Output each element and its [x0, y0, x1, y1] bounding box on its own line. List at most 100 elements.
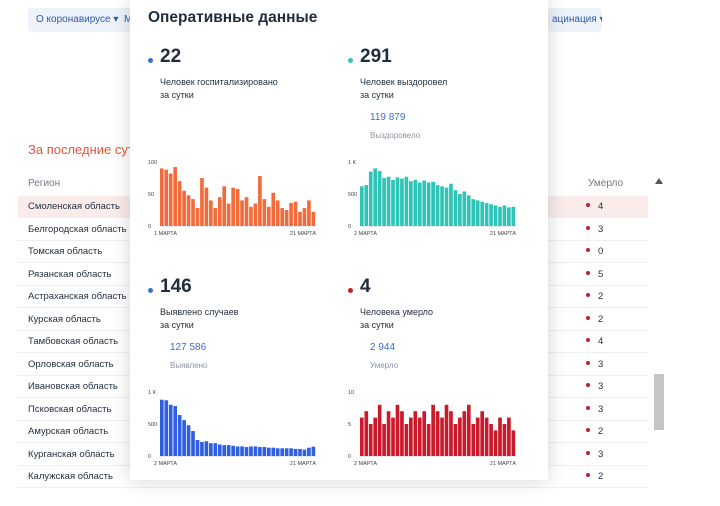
chart-bar[interactable] — [440, 186, 444, 226]
chart-bar[interactable] — [226, 445, 231, 456]
chart-bar[interactable] — [426, 182, 431, 226]
chart-bar[interactable] — [400, 411, 404, 456]
chart-bar[interactable] — [462, 411, 467, 456]
chart-bar[interactable] — [502, 424, 507, 456]
chart-bar[interactable] — [186, 425, 191, 456]
chart-bar[interactable] — [382, 178, 386, 226]
chart-bar[interactable] — [173, 406, 178, 456]
chart-bar[interactable] — [391, 179, 395, 226]
chart-bar[interactable] — [173, 167, 178, 226]
chart-bar[interactable] — [458, 417, 462, 456]
chart-bar[interactable] — [217, 444, 222, 456]
chart-bar[interactable] — [498, 206, 502, 226]
chart-bar[interactable] — [409, 417, 413, 456]
chart-bar[interactable] — [444, 187, 449, 226]
chart-bar[interactable] — [298, 211, 302, 226]
chart-bar[interactable] — [284, 210, 289, 226]
chart-bar[interactable] — [293, 201, 298, 226]
chart-bar[interactable] — [182, 420, 186, 456]
chart-bar[interactable] — [160, 168, 164, 226]
chart-bar[interactable] — [449, 411, 453, 456]
chart-bar[interactable] — [311, 211, 316, 226]
chart-bar[interactable] — [471, 424, 476, 456]
chart-bar[interactable] — [484, 202, 489, 226]
chart-bar[interactable] — [364, 185, 369, 226]
chart-bar[interactable] — [426, 424, 431, 456]
chart-bar[interactable] — [507, 417, 511, 456]
chart-bar[interactable] — [200, 178, 204, 226]
chart-bar[interactable] — [235, 446, 240, 456]
chart-bar[interactable] — [404, 424, 409, 456]
chart-bar[interactable] — [449, 183, 453, 226]
chart-bar[interactable] — [307, 200, 311, 226]
chart-bar[interactable] — [368, 424, 373, 456]
chart-bar[interactable] — [168, 173, 173, 226]
chart-bar[interactable] — [413, 411, 418, 456]
chart-bar[interactable] — [511, 206, 516, 226]
chart-bar[interactable] — [275, 200, 280, 226]
chart-bar[interactable] — [440, 417, 444, 456]
chart-bar[interactable] — [222, 186, 227, 226]
chart-bar[interactable] — [289, 202, 293, 226]
chart-bar[interactable] — [373, 168, 378, 226]
scroll-up-icon[interactable] — [655, 178, 663, 184]
chart-bar[interactable] — [262, 447, 267, 456]
chart-bar[interactable] — [489, 204, 493, 226]
chart-bar[interactable] — [431, 181, 435, 226]
chart-bar[interactable] — [453, 190, 458, 226]
chart-bar[interactable] — [191, 431, 195, 456]
chart-bar[interactable] — [177, 415, 182, 456]
chart-bar[interactable] — [182, 190, 186, 226]
chart-bar[interactable] — [195, 440, 200, 456]
chart-bar[interactable] — [284, 448, 289, 456]
chart-bar[interactable] — [262, 199, 267, 226]
chart-bar[interactable] — [235, 188, 240, 226]
chart-bar[interactable] — [493, 205, 498, 226]
chart-bar[interactable] — [377, 170, 382, 226]
chart-bar[interactable] — [404, 176, 409, 226]
chart-bar[interactable] — [364, 411, 369, 456]
chart-bar[interactable] — [409, 181, 413, 226]
chart-bar[interactable] — [480, 411, 484, 456]
chart-bar[interactable] — [466, 195, 471, 226]
chart-bar[interactable] — [271, 447, 276, 456]
chart-bar[interactable] — [471, 199, 476, 226]
chart-bar[interactable] — [422, 180, 427, 226]
chart-bar[interactable] — [507, 207, 511, 226]
chart-bar[interactable] — [164, 400, 169, 456]
chart-bar[interactable] — [413, 179, 418, 226]
chart-bar[interactable] — [217, 197, 222, 226]
chart-bar[interactable] — [511, 430, 516, 456]
chart-bar[interactable] — [480, 201, 484, 226]
chart-bar[interactable] — [311, 446, 316, 456]
chart-bar[interactable] — [444, 404, 449, 456]
scrollbar[interactable] — [654, 178, 664, 478]
chart-bar[interactable] — [195, 208, 200, 226]
chart-bar[interactable] — [435, 411, 440, 456]
chart-bar[interactable] — [298, 448, 302, 456]
chart-bar[interactable] — [462, 191, 467, 226]
chart-bar[interactable] — [177, 181, 182, 226]
chart-bar[interactable] — [395, 177, 400, 226]
chart-bar[interactable] — [373, 417, 378, 456]
chart-bar[interactable] — [484, 417, 489, 456]
chart-bar[interactable] — [226, 203, 231, 226]
chart-bar[interactable] — [289, 448, 293, 456]
chart-bar[interactable] — [258, 176, 262, 226]
chart-bar[interactable] — [231, 445, 235, 456]
chart-bar[interactable] — [377, 404, 382, 456]
chart-bar[interactable] — [475, 417, 480, 456]
col-header-region[interactable]: Регион — [28, 178, 61, 189]
chart-bar[interactable] — [502, 205, 507, 226]
nav-vaccination[interactable]: ацинация ▾ — [548, 8, 602, 32]
chart-bar[interactable] — [391, 417, 395, 456]
chart-bar[interactable] — [253, 446, 258, 456]
chart-bar[interactable] — [209, 200, 213, 226]
chart-bar[interactable] — [395, 404, 400, 456]
chart-bar[interactable] — [275, 448, 280, 456]
chart-bar[interactable] — [191, 199, 195, 226]
chart-bar[interactable] — [382, 424, 386, 456]
chart-bar[interactable] — [222, 445, 227, 456]
chart-bar[interactable] — [489, 424, 493, 456]
chart-bar[interactable] — [200, 441, 204, 456]
